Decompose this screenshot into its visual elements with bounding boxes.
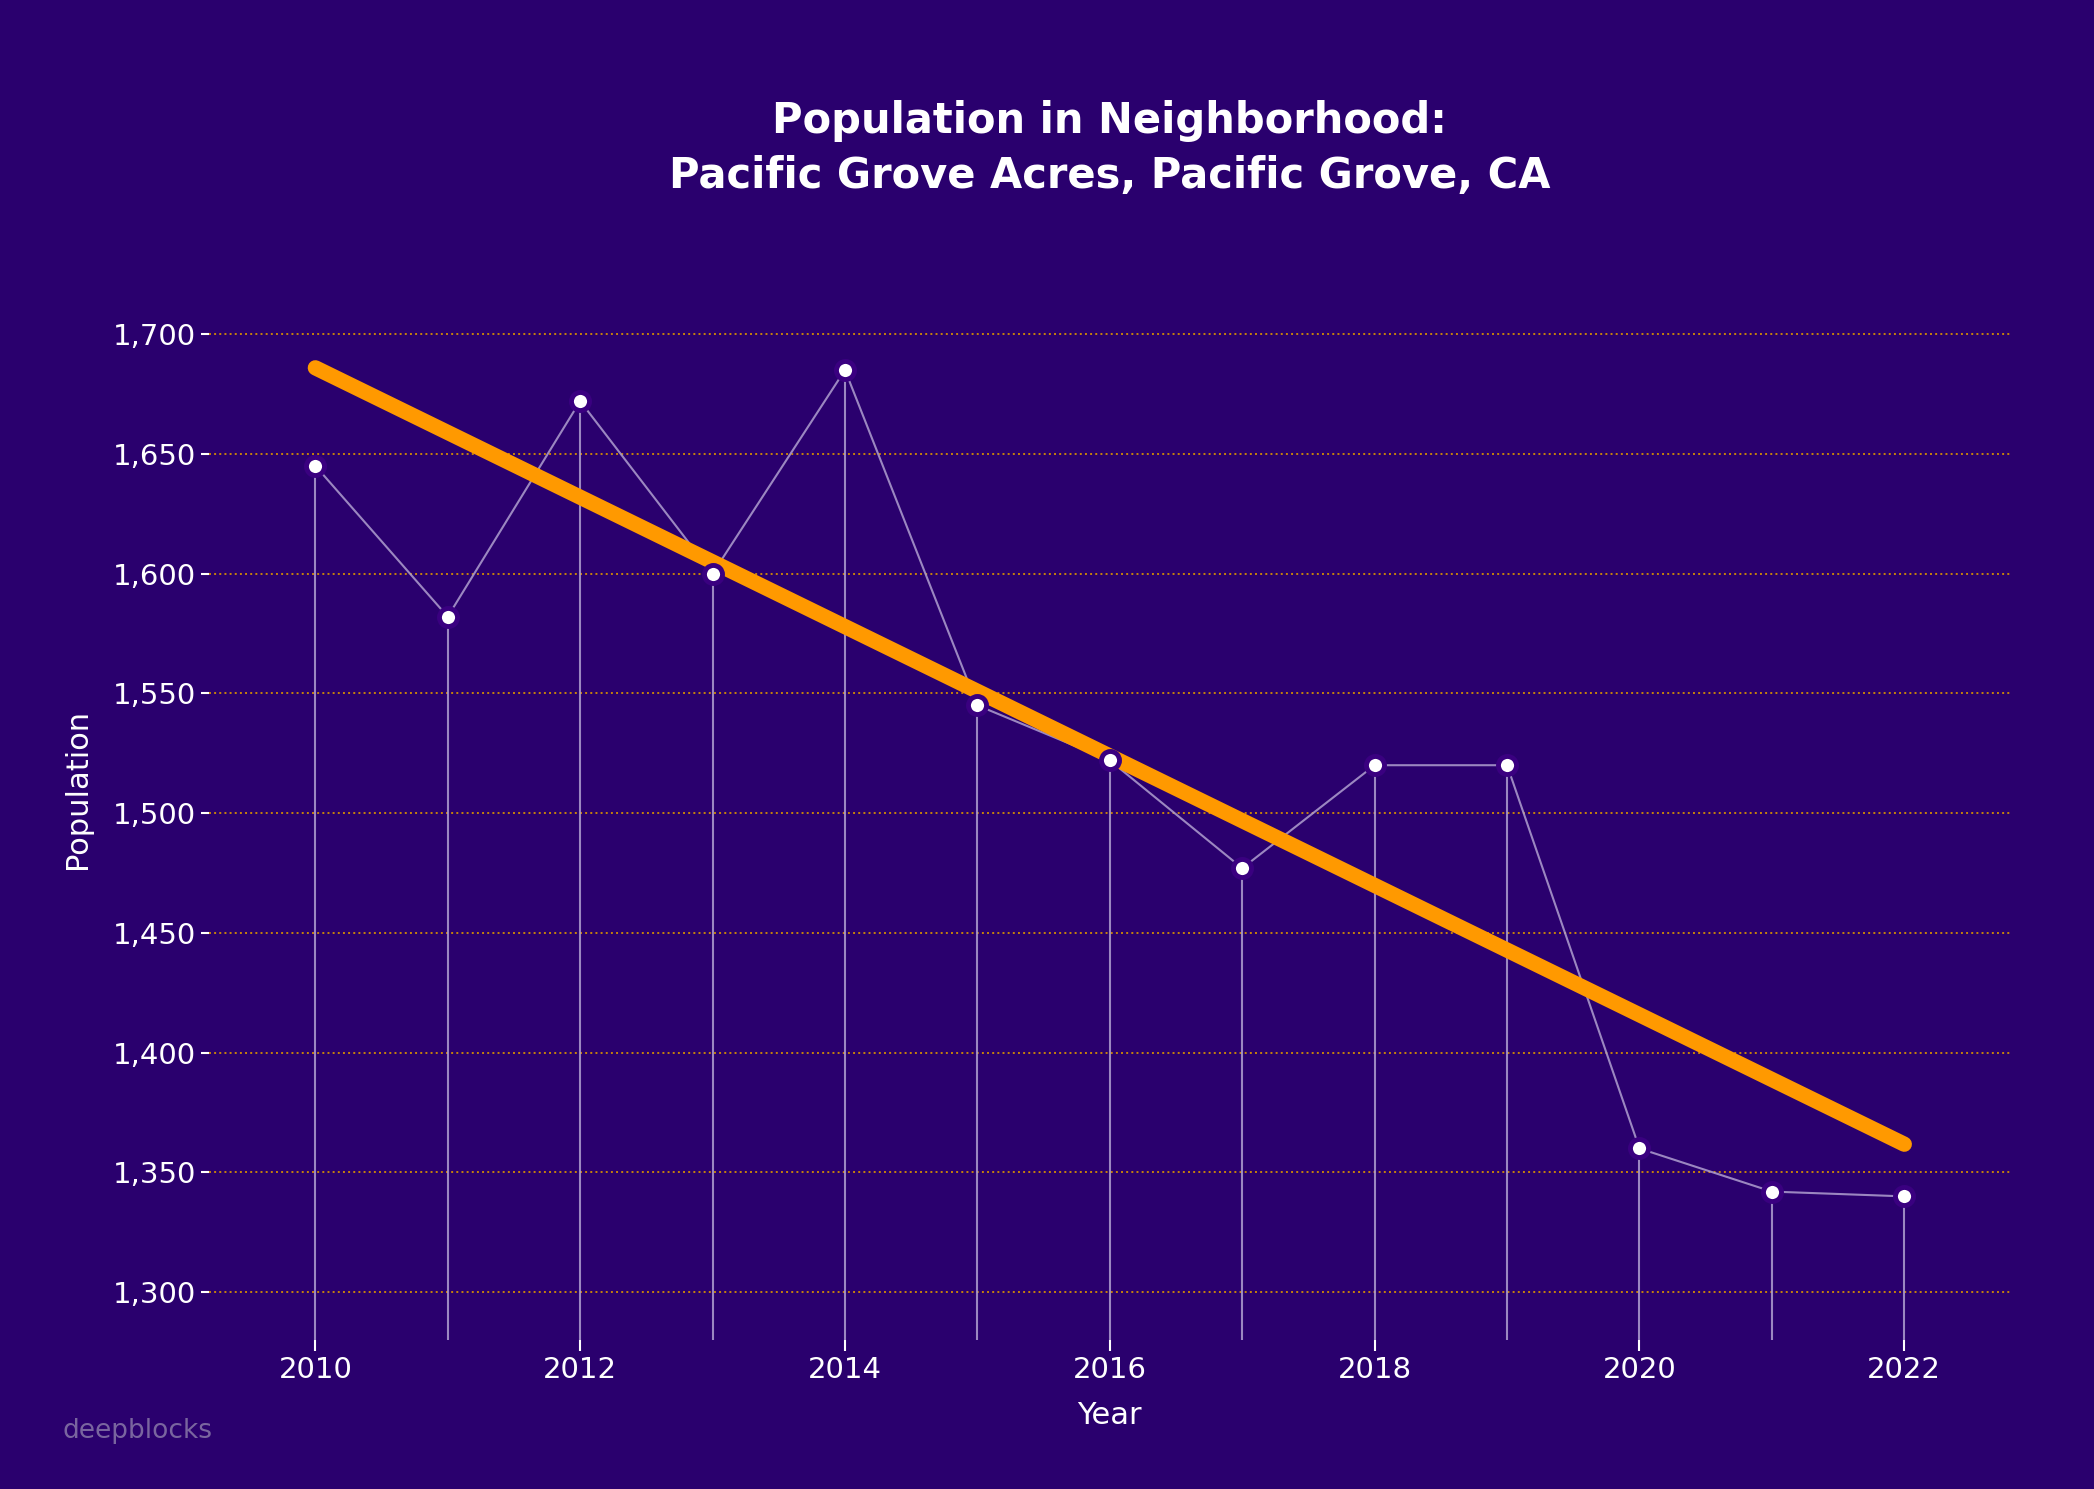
Text: Population in Neighborhood:
Pacific Grove Acres, Pacific Grove, CA: Population in Neighborhood: Pacific Grov… — [670, 100, 1550, 198]
X-axis label: Year: Year — [1078, 1401, 1141, 1429]
Y-axis label: Population: Population — [63, 709, 92, 870]
Text: deepblocks: deepblocks — [63, 1419, 214, 1444]
